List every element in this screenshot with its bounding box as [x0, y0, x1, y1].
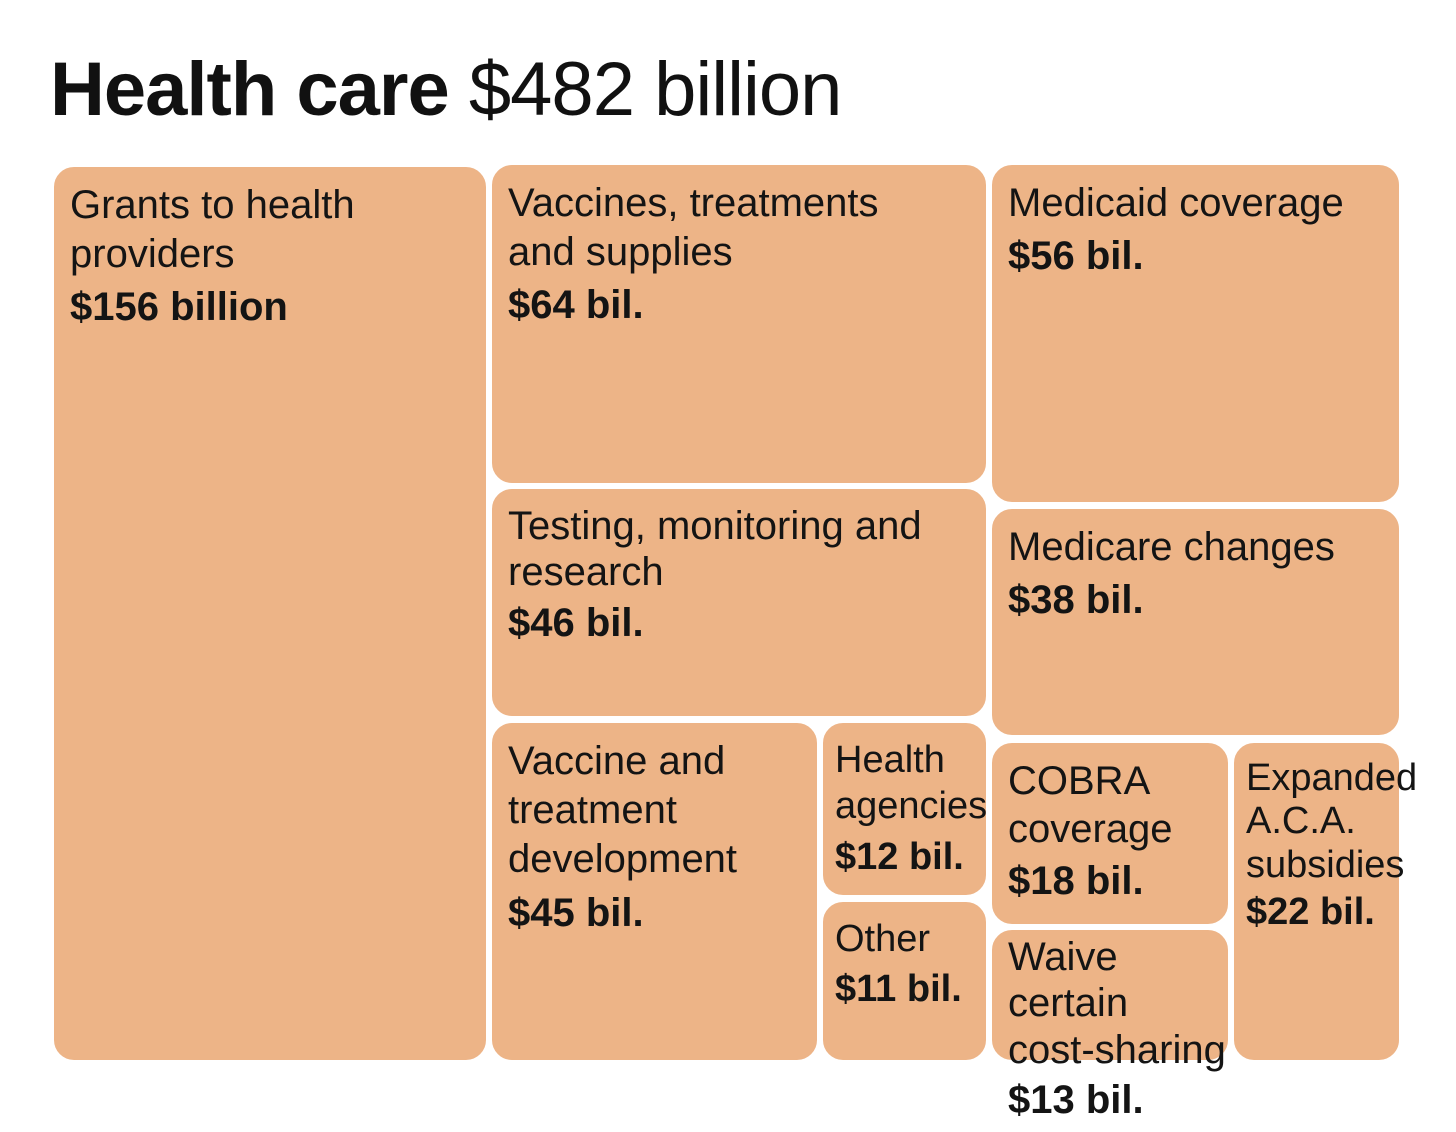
- tile-label: Expanded A.C.A. subsidies $22 bil.: [1246, 757, 1417, 934]
- treemap-tile: Health agencies $12 bil.: [821, 721, 988, 897]
- tile-label: Vaccines, treatments and supplies $64 bil…: [508, 179, 879, 331]
- tile-value: $12 bil.: [835, 835, 964, 878]
- tile-name: Medicare changes: [1008, 525, 1335, 569]
- treemap-tile: Testing, monitoring and research $46 bil.: [490, 487, 988, 718]
- treemap-tile: Expanded A.C.A. subsidies $22 bil.: [1232, 741, 1417, 1062]
- treemap-tile: Medicare changes $38 bil.: [990, 507, 1401, 737]
- tile-label: Vaccine and treatment development $45 bil…: [508, 737, 737, 938]
- tile-label: Testing, monitoring and research $46 bil.: [508, 503, 922, 646]
- tile-value: $13 bil.: [1008, 1078, 1144, 1123]
- treemap-tile: Waive certain cost-sharing $13 bil.: [990, 928, 1230, 1122]
- treemap-tile: Vaccines, treatments and supplies $64 bil…: [490, 163, 988, 485]
- tile-name: COBRA coverage: [1008, 759, 1173, 851]
- tile-name: Vaccines, treatments and supplies: [508, 181, 879, 275]
- tile-name: Vaccine and treatment development: [508, 739, 738, 882]
- tile-value: $45 bil.: [508, 890, 644, 935]
- tile-label: Health agencies $12 bil.: [835, 737, 987, 880]
- tile-label: COBRA coverage $18 bil.: [1008, 757, 1173, 905]
- treemap-tile: Other $11 bil.: [821, 900, 988, 1062]
- chart-title: Health care $482 billion: [50, 52, 842, 128]
- tile-value: $156 billion: [70, 285, 288, 330]
- tile-name: Health agencies: [835, 739, 988, 828]
- tile-label: Grants to health providers $156 billion: [70, 181, 355, 333]
- treemap-tile: Vaccine and treatment development $45 bil…: [490, 721, 819, 1062]
- tile-label: Waive certain cost-sharing $13 bil.: [1008, 934, 1228, 1124]
- tile-label: Other $11 bil.: [835, 916, 962, 1013]
- tile-value: $38 bil.: [1008, 578, 1144, 623]
- tile-name: Expanded A.C.A. subsidies: [1246, 757, 1418, 886]
- tile-name: Grants to health providers: [70, 183, 355, 277]
- tile-label: Medicaid coverage $56 bil.: [1008, 179, 1344, 281]
- tile-value: $22 bil.: [1246, 890, 1375, 933]
- treemap-tile: Grants to health providers $156 billion: [52, 165, 488, 1062]
- tile-value: $46 bil.: [508, 600, 644, 645]
- tile-value: $11 bil.: [835, 968, 962, 1011]
- chart-title-bold: Health care: [50, 47, 450, 132]
- tile-value: $64 bil.: [508, 283, 644, 328]
- tile-label: Medicare changes $38 bil.: [1008, 523, 1335, 625]
- tile-name: Medicaid coverage: [1008, 181, 1344, 225]
- tile-value: $56 bil.: [1008, 234, 1144, 279]
- chart-title-total: $482 billion: [468, 47, 843, 132]
- tile-name: Other: [835, 918, 931, 960]
- tile-value: $18 bil.: [1008, 859, 1144, 903]
- treemap-tile: Medicaid coverage $56 bil.: [990, 163, 1401, 504]
- tile-name: Testing, monitoring and research: [508, 504, 922, 595]
- tile-name: Waive certain cost-sharing: [1008, 935, 1226, 1072]
- treemap-tile: COBRA coverage $18 bil.: [990, 741, 1230, 926]
